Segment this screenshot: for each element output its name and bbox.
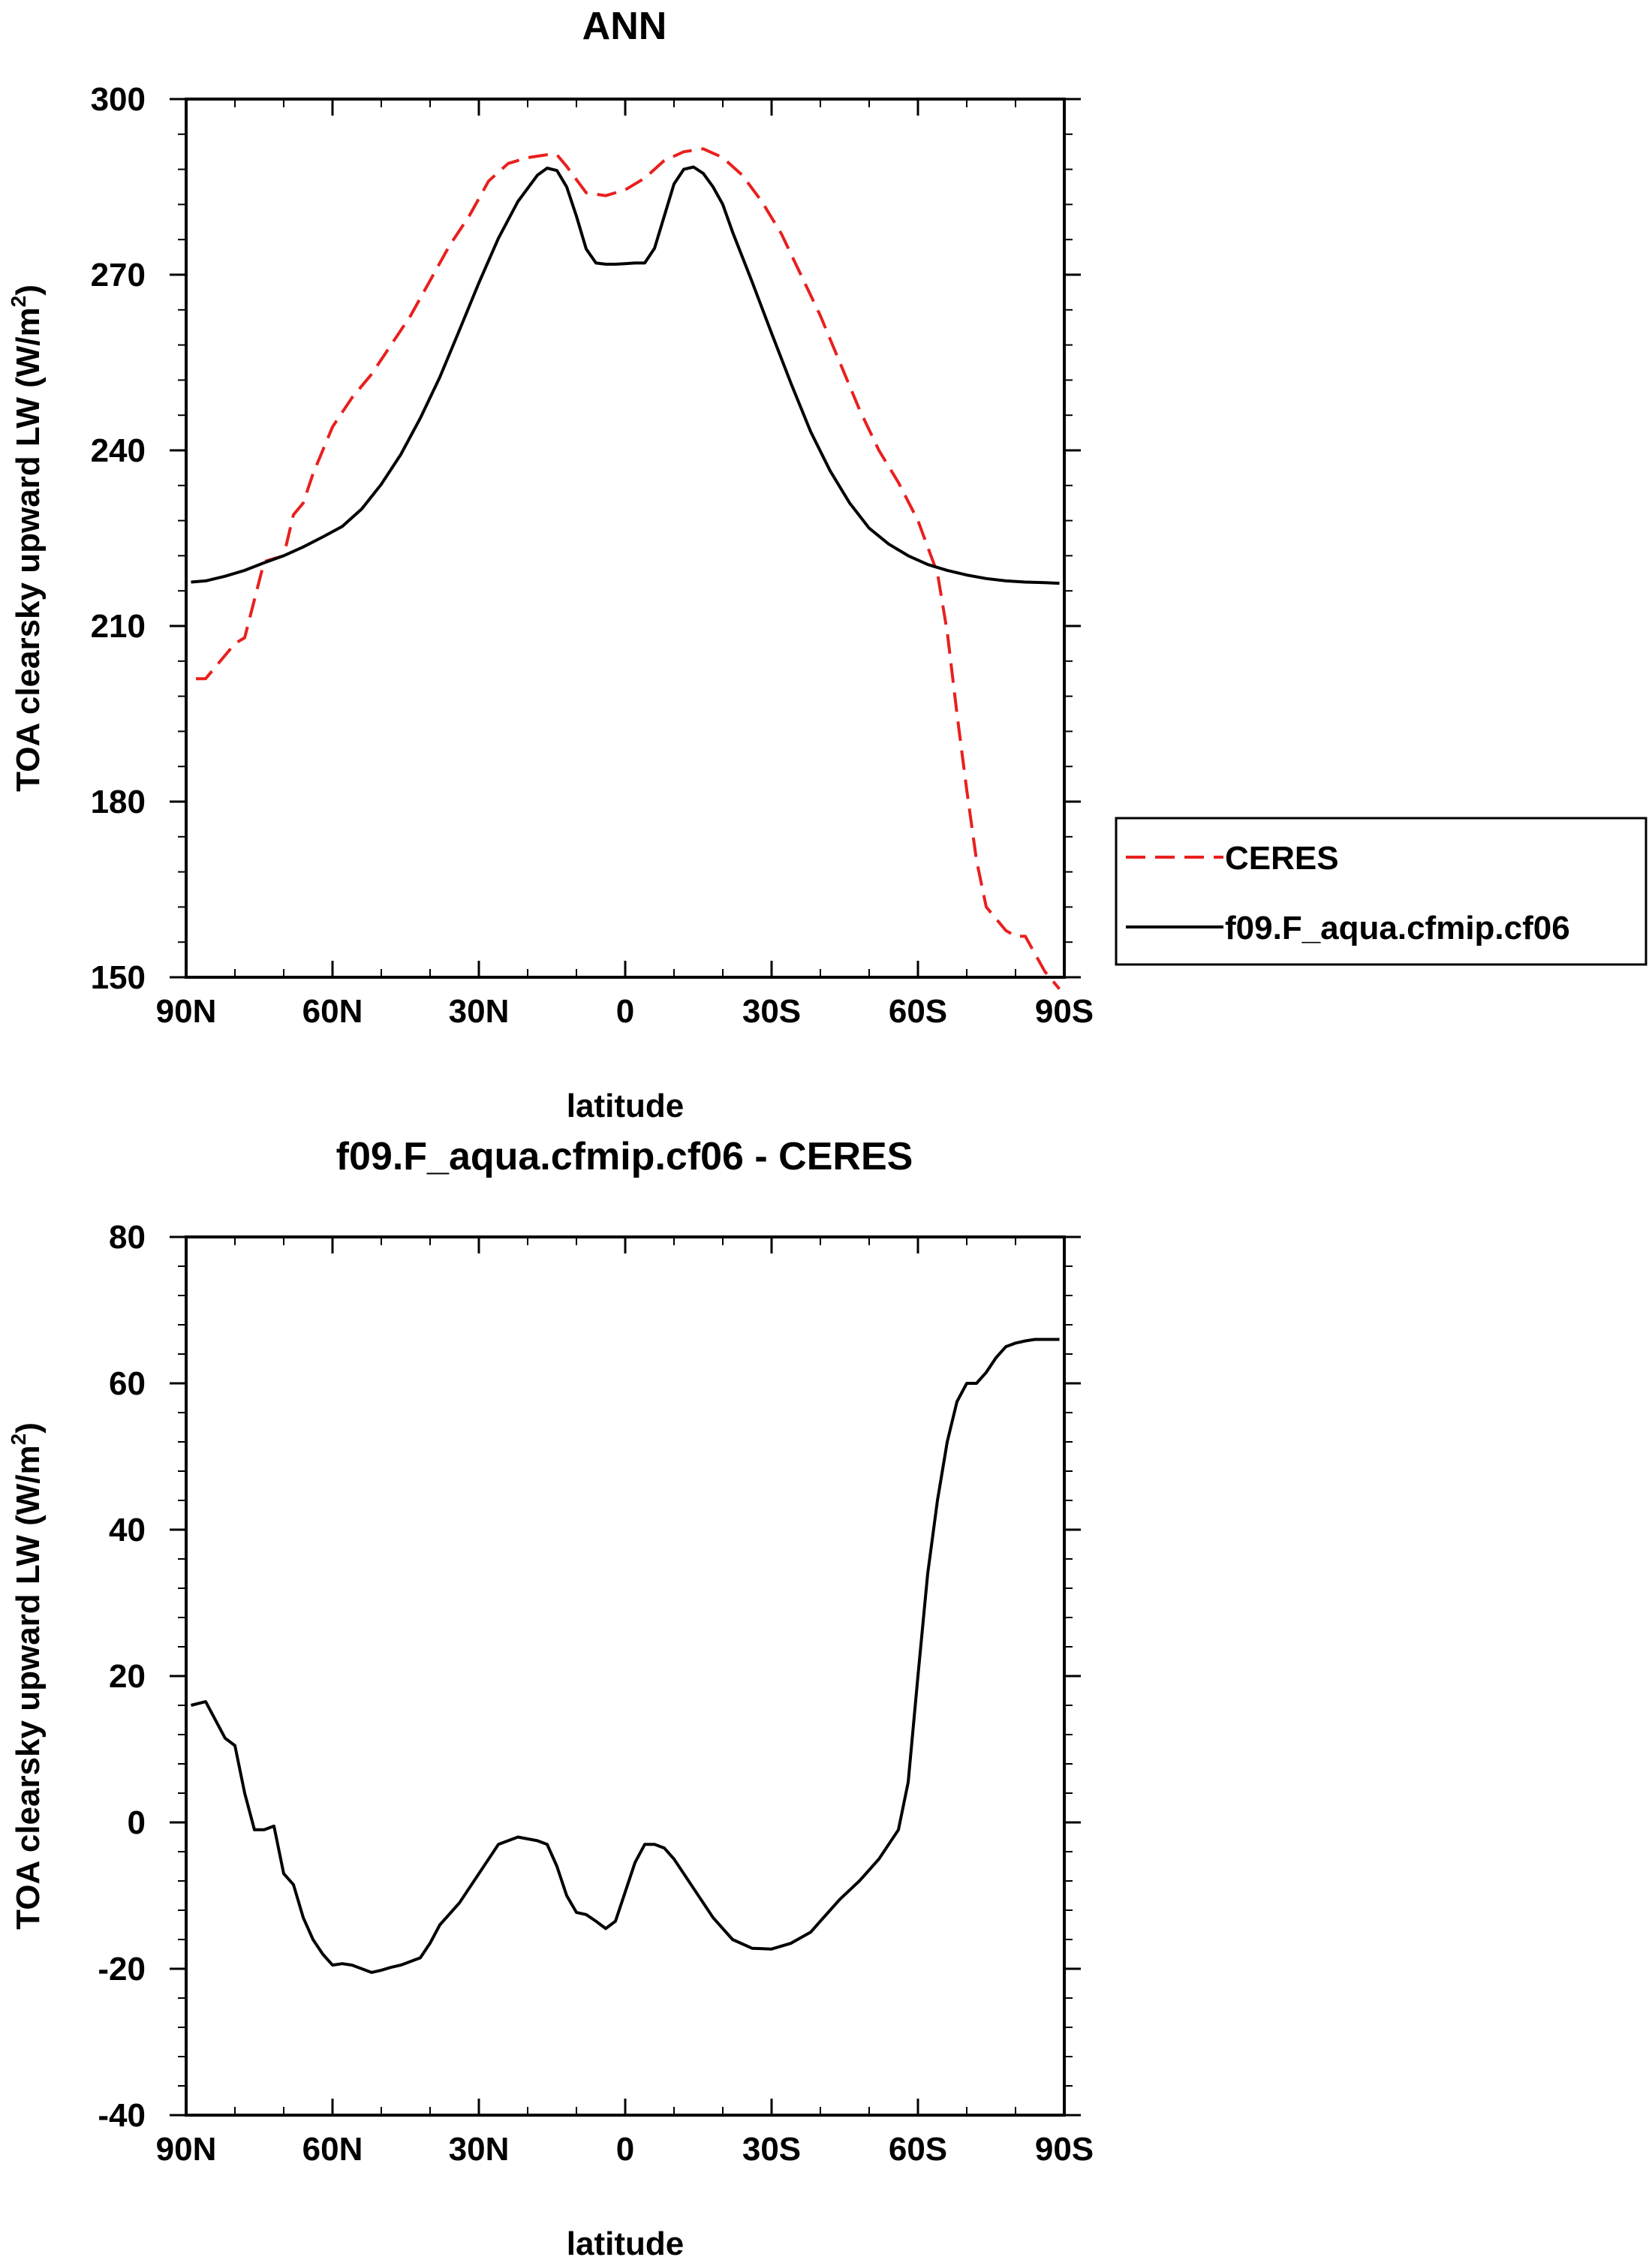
legend: CERES f09.F_aqua.cfmip.cf06	[1115, 817, 1647, 966]
chart-panel-difference: f09.F_aqua.cfmip.cf06 - CERES 90N 60N 30N 0…	[7, 1135, 1094, 2260]
x-axis-label: latitude	[567, 2225, 684, 2260]
chart-panel-annual: ANN 90N 60N 30N 0 30S 60S 90S 150 180 210 240 270 30…	[7, 5, 1647, 1124]
plot-frame	[185, 1235, 1066, 2117]
legend-box	[1115, 817, 1647, 966]
x-tick-label: 90N	[156, 2131, 217, 2168]
x-tick-label: 0	[616, 993, 634, 1030]
x-tick-label: 90S	[1035, 993, 1094, 1030]
series-line-ceres	[196, 147, 1061, 990]
y-tick-label: 180	[91, 784, 146, 820]
y-axis-label: TOA clearsky upward LW (W/m2)	[7, 284, 47, 792]
x-tick-label: 30S	[742, 993, 801, 1030]
x-tick-label: 30N	[449, 2131, 510, 2168]
y-tick-label: -20	[98, 1951, 146, 1988]
x-tick-label: 0	[616, 2131, 634, 2168]
x-tick-label: 30S	[742, 2131, 801, 2168]
y-tick-label: 270	[91, 257, 146, 293]
y-tick-label: 240	[91, 432, 146, 469]
x-tick-label: 30N	[449, 993, 510, 1030]
y-tick-label: 80	[109, 1219, 146, 1256]
y-tick-label: 60	[109, 1365, 146, 1402]
chart-title: ANN	[582, 5, 667, 48]
y-tick-label: 300	[91, 81, 146, 118]
y-tick-label: 40	[109, 1512, 146, 1548]
y-axis-label: TOA clearsky upward LW (W/m2)	[7, 1422, 47, 1930]
series-lines	[191, 147, 1061, 990]
y-tick-label: -40	[98, 2097, 146, 2134]
y-tick-label: 0	[128, 1804, 146, 1841]
legend-label-model: f09.F_aqua.cfmip.cf06	[1225, 910, 1570, 946]
y-tick-label: 210	[91, 608, 146, 645]
x-tick-label: 60S	[889, 993, 947, 1030]
chart-title: f09.F_aqua.cfmip.cf06 - CERES	[336, 1135, 913, 1178]
series-line-f09-f-aqua-cfmip-cf06-ceres	[191, 1338, 1060, 1974]
x-tick-label: 60N	[302, 2131, 363, 2168]
x-tick-label: 90N	[156, 993, 217, 1030]
series-line-f09-f-aqua-cfmip-cf06	[191, 165, 1060, 585]
legend-label-ceres: CERES	[1225, 840, 1339, 877]
axis-ticks: 90N 60N 30N 0 30S 60S 90S 150 180 210 240 270 300	[91, 81, 1094, 1030]
x-tick-label: 60N	[302, 993, 363, 1030]
y-tick-label: 20	[109, 1658, 146, 1695]
series-lines	[191, 1338, 1060, 1974]
x-tick-label: 90S	[1035, 2131, 1094, 2168]
axis-ticks: 90N 60N 30N 0 30S 60S 90S -40 -20 0 20 40 60 80	[98, 1219, 1094, 2168]
y-tick-label: 150	[91, 959, 146, 996]
x-tick-label: 60S	[889, 2131, 947, 2168]
x-axis-label: latitude	[567, 1088, 684, 1124]
